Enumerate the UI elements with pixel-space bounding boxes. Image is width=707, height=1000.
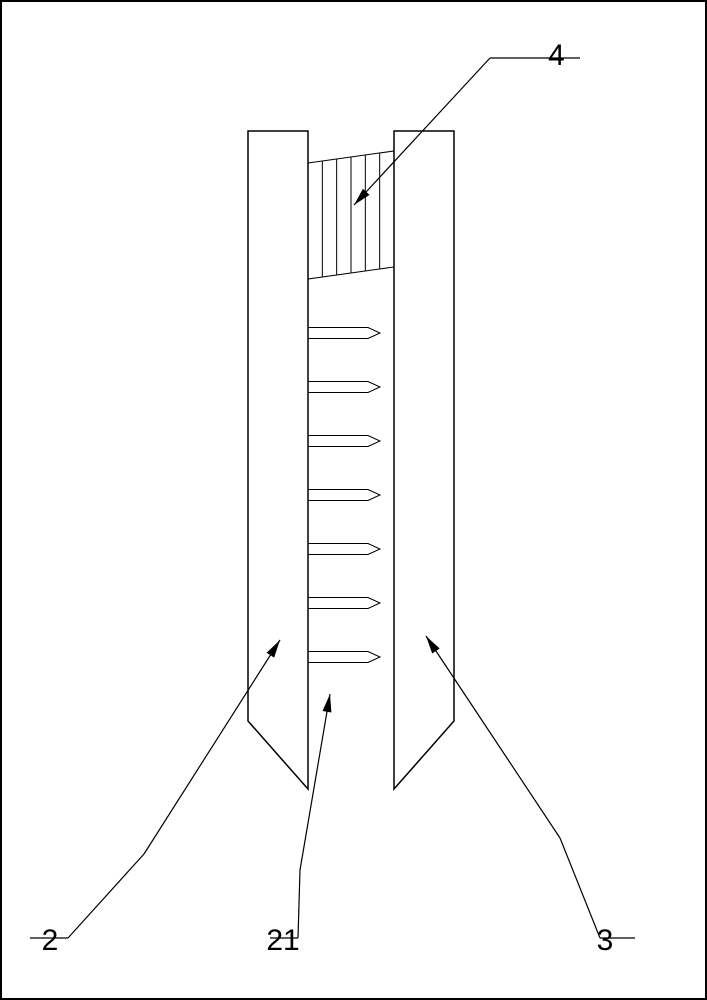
spool [308, 151, 394, 279]
left-pillar [248, 131, 308, 789]
label-21: 21 [266, 924, 299, 957]
label-4: 4 [548, 39, 565, 72]
label-2: 2 [42, 924, 59, 957]
technical-diagram: 4 2 21 3 [0, 0, 707, 1000]
label-3: 3 [597, 924, 614, 957]
right-pillar [394, 131, 454, 789]
